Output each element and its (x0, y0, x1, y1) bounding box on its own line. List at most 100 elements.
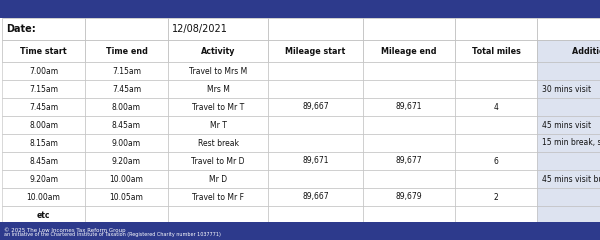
Bar (268, 188, 363, 206)
Bar (85, 188, 168, 206)
Bar (168, 40, 268, 62)
Text: 15 min break, sat in car: 15 min break, sat in car (542, 138, 600, 148)
Bar (455, 152, 537, 170)
Text: 89,667: 89,667 (302, 102, 329, 112)
Text: 8.15am: 8.15am (29, 138, 58, 148)
Text: 9.20am: 9.20am (112, 156, 141, 166)
Text: 7.15am: 7.15am (112, 66, 141, 76)
Text: Additional comments: Additional comments (572, 47, 600, 55)
Bar (455, 18, 537, 40)
Bar (363, 134, 455, 152)
Text: Activity: Activity (201, 47, 235, 55)
Text: 45 mins visit but 5 mins late: 45 mins visit but 5 mins late (542, 174, 600, 184)
Text: 10.05am: 10.05am (110, 192, 143, 202)
Text: Mr T: Mr T (209, 120, 226, 130)
Bar (455, 62, 537, 80)
Bar (85, 18, 168, 40)
Bar (537, 40, 600, 62)
Bar (168, 170, 268, 188)
Bar (85, 206, 168, 224)
Bar (2, 98, 85, 116)
Bar (363, 206, 455, 224)
Text: 4: 4 (494, 102, 499, 112)
Text: Travel to Mr T: Travel to Mr T (192, 102, 244, 112)
Text: Time end: Time end (106, 47, 148, 55)
Bar (168, 206, 268, 224)
Bar (268, 134, 363, 152)
Bar (537, 18, 600, 40)
Bar (85, 152, 168, 170)
Bar (168, 98, 268, 116)
Text: 89,671: 89,671 (302, 156, 329, 166)
Bar (455, 98, 537, 116)
Text: Rest break: Rest break (197, 138, 239, 148)
Text: 89,671: 89,671 (396, 102, 422, 112)
Bar (2, 80, 85, 98)
Bar (268, 170, 363, 188)
Bar (455, 116, 537, 134)
Bar (455, 206, 537, 224)
Bar (537, 170, 600, 188)
Bar (537, 80, 600, 98)
Text: © 2025 The Low Incomes Tax Reform Group: © 2025 The Low Incomes Tax Reform Group (4, 227, 125, 233)
Bar (85, 62, 168, 80)
Bar (0, 222, 600, 240)
Bar (168, 116, 268, 134)
Bar (455, 40, 537, 62)
Bar (168, 62, 268, 80)
Bar (2, 40, 85, 62)
Bar (268, 98, 363, 116)
Bar (363, 62, 455, 80)
Text: 89,667: 89,667 (302, 192, 329, 202)
Text: 30 mins visit: 30 mins visit (542, 84, 591, 94)
Text: 9.00am: 9.00am (112, 138, 141, 148)
Bar (0, 0, 600, 18)
Bar (268, 116, 363, 134)
Bar (85, 134, 168, 152)
Bar (2, 134, 85, 152)
Bar (85, 98, 168, 116)
Bar (85, 40, 168, 62)
Bar (2, 62, 85, 80)
Text: 9.20am: 9.20am (29, 174, 58, 184)
Text: Mileage end: Mileage end (381, 47, 437, 55)
Bar (2, 152, 85, 170)
Text: 7.00am: 7.00am (29, 66, 58, 76)
Bar (363, 152, 455, 170)
Bar (537, 134, 600, 152)
Bar (363, 18, 455, 40)
Text: Total miles: Total miles (472, 47, 520, 55)
Bar (537, 62, 600, 80)
Bar (2, 206, 85, 224)
Text: Time start: Time start (20, 47, 67, 55)
Bar (363, 116, 455, 134)
Text: 45 mins visit: 45 mins visit (542, 120, 591, 130)
Bar (168, 18, 268, 40)
Text: Travel to Mr F: Travel to Mr F (192, 192, 244, 202)
Bar (537, 206, 600, 224)
Bar (168, 152, 268, 170)
Text: 89,677: 89,677 (395, 156, 422, 166)
Text: etc: etc (37, 210, 50, 220)
Text: an initiative of the Chartered Institute of Taxation (Registered Charity number : an initiative of the Chartered Institute… (4, 232, 221, 237)
Text: 7.45am: 7.45am (29, 102, 58, 112)
Bar (268, 152, 363, 170)
Text: Travel to Mr D: Travel to Mr D (191, 156, 245, 166)
Text: Mrs M: Mrs M (206, 84, 229, 94)
Text: 89,679: 89,679 (395, 192, 422, 202)
Text: Date:: Date: (6, 24, 36, 34)
Bar (2, 116, 85, 134)
Bar (268, 62, 363, 80)
Text: 7.15am: 7.15am (29, 84, 58, 94)
Text: Travel to Mrs M: Travel to Mrs M (189, 66, 247, 76)
Bar (268, 40, 363, 62)
Bar (85, 80, 168, 98)
Bar (168, 188, 268, 206)
Bar (2, 188, 85, 206)
Bar (168, 80, 268, 98)
Text: 6: 6 (494, 156, 499, 166)
Bar (537, 188, 600, 206)
Bar (2, 170, 85, 188)
Bar (268, 80, 363, 98)
Text: 10.00am: 10.00am (26, 192, 61, 202)
